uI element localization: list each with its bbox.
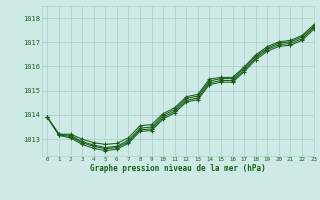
X-axis label: Graphe pression niveau de la mer (hPa): Graphe pression niveau de la mer (hPa) [90,164,266,173]
